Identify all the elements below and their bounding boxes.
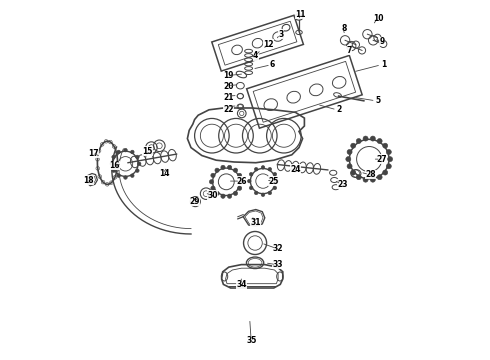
Circle shape (273, 186, 277, 190)
Text: 14: 14 (159, 169, 169, 178)
Text: 27: 27 (376, 155, 387, 163)
Circle shape (254, 191, 258, 195)
Circle shape (233, 191, 238, 195)
Text: 23: 23 (337, 180, 347, 189)
Text: 11: 11 (295, 10, 306, 19)
Circle shape (123, 176, 127, 179)
Circle shape (268, 191, 271, 195)
Text: 5: 5 (376, 96, 381, 105)
Circle shape (363, 136, 368, 141)
Text: 10: 10 (373, 14, 384, 23)
Circle shape (227, 165, 232, 170)
Circle shape (112, 155, 116, 159)
Text: 12: 12 (263, 40, 273, 49)
Circle shape (388, 157, 392, 162)
Circle shape (261, 166, 265, 169)
Circle shape (383, 143, 388, 148)
Circle shape (346, 157, 351, 162)
Text: 28: 28 (365, 170, 376, 179)
Text: 35: 35 (247, 336, 257, 345)
Circle shape (356, 175, 361, 180)
Circle shape (215, 168, 219, 172)
Circle shape (233, 168, 238, 172)
Circle shape (370, 177, 375, 182)
Circle shape (117, 174, 121, 177)
Text: 1: 1 (381, 60, 386, 69)
Circle shape (136, 155, 139, 159)
Circle shape (130, 150, 134, 154)
Circle shape (383, 170, 388, 175)
Circle shape (386, 164, 392, 169)
Circle shape (137, 162, 141, 166)
Text: 19: 19 (223, 71, 234, 80)
Text: 34: 34 (236, 280, 246, 289)
Circle shape (347, 149, 352, 154)
Circle shape (273, 172, 277, 176)
Text: 29: 29 (189, 197, 200, 206)
Circle shape (377, 175, 382, 180)
Circle shape (238, 186, 242, 190)
Circle shape (254, 167, 258, 171)
Circle shape (363, 177, 368, 182)
Circle shape (249, 172, 253, 176)
Circle shape (112, 169, 116, 172)
Circle shape (351, 170, 356, 175)
Text: 15: 15 (143, 147, 153, 156)
Circle shape (347, 164, 352, 169)
Circle shape (261, 193, 265, 197)
Circle shape (351, 143, 356, 148)
Circle shape (247, 179, 251, 183)
Circle shape (386, 149, 392, 154)
Circle shape (117, 150, 121, 154)
Circle shape (221, 194, 225, 198)
Text: 7: 7 (347, 46, 352, 55)
Circle shape (215, 191, 219, 195)
Text: 33: 33 (272, 260, 283, 269)
Circle shape (370, 136, 375, 141)
Circle shape (130, 174, 134, 177)
Circle shape (268, 167, 271, 171)
Circle shape (209, 180, 214, 184)
Text: 6: 6 (270, 60, 274, 69)
Circle shape (211, 173, 215, 177)
Circle shape (239, 180, 243, 184)
Text: 3: 3 (278, 30, 284, 39)
Circle shape (211, 186, 215, 190)
Text: 4: 4 (253, 51, 258, 60)
Circle shape (238, 173, 242, 177)
Circle shape (123, 148, 127, 152)
Circle shape (249, 186, 253, 190)
Text: 25: 25 (269, 177, 279, 186)
Text: 22: 22 (223, 105, 234, 114)
Circle shape (227, 194, 232, 198)
Circle shape (356, 139, 361, 144)
Text: 26: 26 (236, 177, 246, 186)
Circle shape (221, 165, 225, 170)
Text: 21: 21 (223, 94, 234, 103)
Circle shape (136, 169, 139, 172)
Text: 20: 20 (223, 82, 234, 91)
Text: 17: 17 (88, 149, 98, 158)
Circle shape (275, 179, 278, 183)
Text: 30: 30 (207, 191, 218, 199)
Text: 32: 32 (272, 244, 283, 253)
Text: 8: 8 (342, 24, 347, 33)
Text: 16: 16 (109, 161, 120, 170)
Text: 18: 18 (83, 176, 94, 185)
Text: 24: 24 (290, 165, 301, 174)
Text: 2: 2 (336, 105, 341, 114)
Circle shape (110, 162, 114, 166)
Circle shape (377, 139, 382, 144)
Text: 31: 31 (250, 218, 261, 227)
Text: 9: 9 (379, 37, 385, 46)
